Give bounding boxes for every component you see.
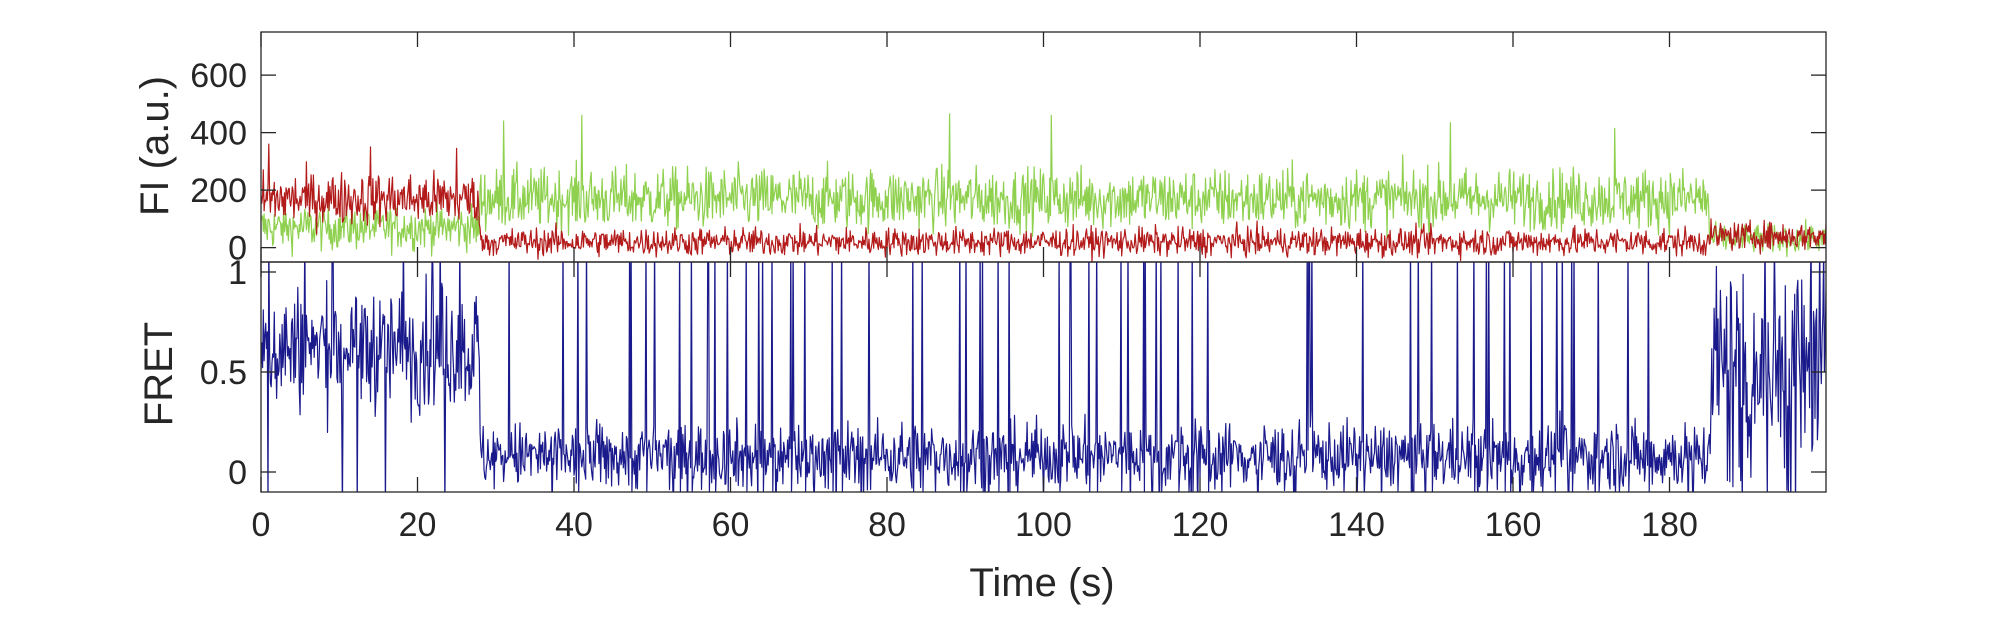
x-tick-label: 20 [399, 506, 437, 544]
x-tick-label: 40 [555, 506, 593, 544]
fluorescence-y-tick-label: 0 [228, 230, 247, 268]
fret-y-tick-label: 0 [228, 454, 247, 492]
fret-panel: 0 0.5 1 0 20 40 60 80 100 120 140 160 180 [200, 254, 1827, 544]
fluorescence-panel: 0 200 400 600 [190, 31, 1827, 268]
fluorescence-y-tick-label: 200 [190, 172, 247, 210]
x-tick-label: 140 [1328, 506, 1385, 544]
x-tick-label: 60 [712, 506, 750, 544]
x-tick-label: 180 [1641, 506, 1698, 544]
x-tick-label: 0 [252, 506, 271, 544]
fluorescence-y-tick-label: 400 [190, 115, 247, 153]
fret-y-tick-label: 0.5 [200, 354, 247, 392]
fluorescence-series-0 [261, 113, 1826, 258]
fret-y-axis-label: FRET [137, 322, 181, 426]
fluorescence-axes-box [260, 31, 1827, 263]
fluorescence-y-axis-label: FI (a.u.) [133, 76, 177, 216]
fret-series-0 [261, 262, 1826, 492]
x-tick-label: 120 [1172, 506, 1229, 544]
x-tick-label: 100 [1015, 506, 1072, 544]
fluorescence-series-1 [261, 143, 1826, 262]
fret-y-tick-label: 1 [228, 254, 247, 292]
time-x-axis-label: Time (s) [969, 561, 1114, 605]
x-tick-label: 160 [1485, 506, 1542, 544]
fluorescence-y-tick-label: 600 [190, 57, 247, 95]
x-tick-label: 80 [868, 506, 906, 544]
